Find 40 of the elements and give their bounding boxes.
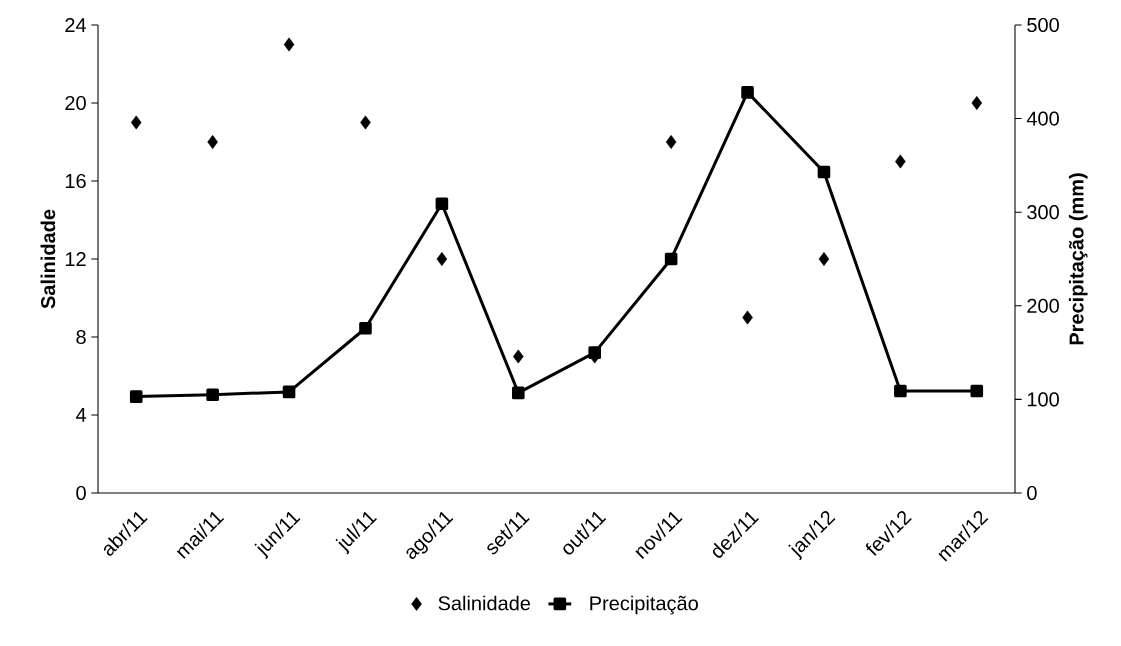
point — [283, 37, 295, 52]
point — [741, 86, 754, 99]
point — [435, 197, 449, 211]
point — [665, 135, 677, 149]
point — [129, 390, 143, 403]
point — [895, 154, 906, 169]
y-axis-title: Salinidade — [40, 209, 56, 309]
y-tick-label: 12 — [65, 252, 86, 266]
legend-label: Salinidade — [438, 595, 531, 611]
y2-tick-label: 500 — [1027, 17, 1059, 33]
y2-axis-title: Precipitação (mm) — [1068, 173, 1088, 345]
point — [588, 346, 602, 359]
y-tick-label: 24 — [65, 18, 87, 32]
y2-tick-label: 300 — [1027, 205, 1059, 220]
point — [970, 384, 984, 398]
y-tick-label: 0 — [76, 485, 86, 501]
point — [894, 384, 907, 398]
point — [742, 310, 753, 325]
point — [360, 115, 371, 130]
y2-tick-label: 0 — [1027, 485, 1037, 501]
point — [282, 385, 296, 399]
point — [818, 252, 830, 266]
y2-tick-label: 200 — [1027, 298, 1059, 313]
point — [971, 96, 983, 110]
y2-tick-label: 100 — [1027, 392, 1059, 407]
y2-tick-label: 400 — [1026, 111, 1059, 126]
point — [436, 252, 448, 266]
point — [206, 388, 219, 402]
y-tick-label: 8 — [76, 329, 86, 345]
point — [359, 321, 372, 335]
point — [512, 386, 525, 400]
legend-label: Precipitação — [590, 595, 698, 615]
point — [130, 115, 142, 130]
point — [207, 135, 218, 149]
y-tick-label: 4 — [75, 408, 87, 422]
point — [513, 349, 524, 364]
y-tick-label: 16 — [65, 173, 86, 189]
point — [817, 165, 831, 179]
point — [664, 252, 678, 266]
y-tick-label: 20 — [65, 95, 86, 111]
